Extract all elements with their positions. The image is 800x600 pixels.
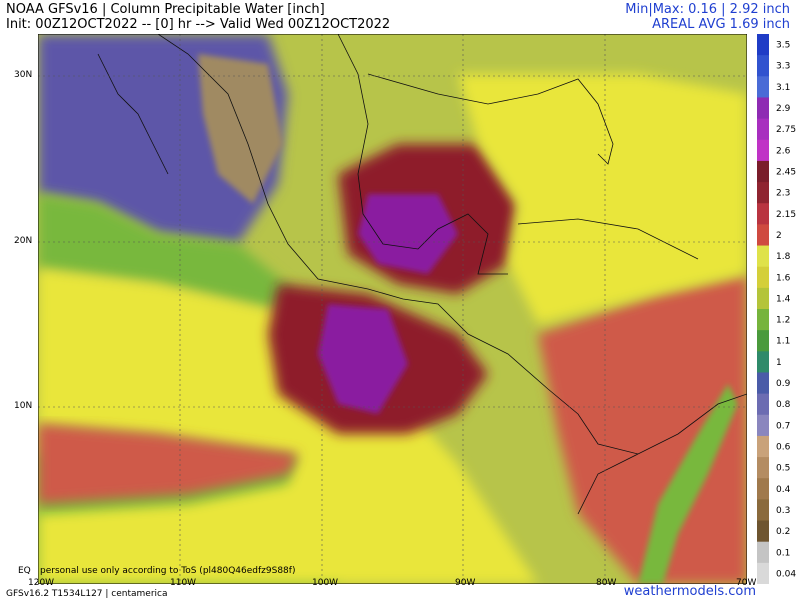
colorbar-swatch xyxy=(757,287,769,310)
lon-label-80w: 80W xyxy=(596,578,617,588)
colorbar-swatch xyxy=(757,203,769,225)
field-vdry xyxy=(198,54,283,204)
lat-label-30n: 30N xyxy=(14,70,33,80)
colorbar-swatch xyxy=(757,139,769,162)
coastlines xyxy=(97,34,747,515)
colorbar-swatch xyxy=(757,499,769,522)
colorbar-swatch xyxy=(757,435,769,458)
colorbar-label: 3.5 xyxy=(776,41,790,51)
colorbar-label: 1.6 xyxy=(776,273,791,283)
colorbar-label: 0.9 xyxy=(776,379,791,389)
colorbar-swatch xyxy=(757,160,769,183)
lon-label-70w: 70W xyxy=(736,578,757,588)
colorbar-label: 2 xyxy=(776,231,782,241)
colorbar-label: 0.5 xyxy=(776,464,790,474)
disclaimer-text: personal use only according to ToS (pl48… xyxy=(40,566,296,576)
field-cyel xyxy=(458,74,747,324)
field-yel xyxy=(38,269,538,584)
colorbar-label: 2.75 xyxy=(776,125,796,135)
colorbar-label: 0.6 xyxy=(776,443,791,453)
colorbar-swatch xyxy=(757,351,769,373)
colorbar-label: 0.7 xyxy=(776,421,790,431)
colorbar-label: 2.6 xyxy=(776,146,791,156)
minmax-text: Min|Max: 0.16 | 2.92 inch xyxy=(625,2,790,17)
colorbar-swatch xyxy=(757,97,769,120)
colorbar-swatch xyxy=(757,330,769,352)
colorbar-label: 0.4 xyxy=(776,485,791,495)
colorbar-swatch xyxy=(757,309,769,331)
lat-label-10n: 10N xyxy=(14,401,33,411)
colorbar-label: 3.1 xyxy=(776,83,790,93)
colorbar-label: 2.3 xyxy=(776,189,790,199)
colorbar-label: 0.2 xyxy=(776,527,790,537)
colorbar-label: 2.9 xyxy=(776,104,791,114)
colorbar-swatch xyxy=(757,182,769,204)
init-valid-line: Init: 00Z12OCT2022 -- [0] hr --> Valid W… xyxy=(6,17,391,32)
colorbar-label: 1.1 xyxy=(776,337,790,347)
colorbar-label: 3.3 xyxy=(776,62,790,72)
colorbar-swatch xyxy=(757,457,769,479)
colorbar-label: 2.45 xyxy=(776,168,796,178)
colorbar-label: 1.4 xyxy=(776,294,791,304)
colorbar-swatch xyxy=(757,372,769,395)
colorbar-swatch xyxy=(757,55,769,77)
colorbar-swatch xyxy=(757,541,769,564)
colorbar-label: 2.15 xyxy=(776,210,796,220)
colorbar-label: 1.2 xyxy=(776,316,790,326)
model-info: GFSv16.2 T1534L127 | centamerica xyxy=(6,589,168,599)
colorbar-swatch xyxy=(757,224,769,247)
colorbar-label: 1.8 xyxy=(776,252,791,262)
colorbar-label: 0.04 xyxy=(776,569,796,579)
colorbar-label: 1 xyxy=(776,358,782,368)
precipitable-water-map xyxy=(38,34,747,584)
lon-label-110w: 110W xyxy=(170,578,197,588)
colorbar-swatch xyxy=(757,34,769,56)
colorbar-swatch xyxy=(757,478,769,500)
colorbar-swatch xyxy=(757,562,769,584)
pw-field xyxy=(38,34,747,584)
lon-label-100w: 100W xyxy=(312,578,339,588)
map-title: NOAA GFSv16 | Column Precipitable Water … xyxy=(6,2,325,17)
colorbar-swatch xyxy=(757,266,769,289)
colorbar-swatch xyxy=(757,76,769,98)
brand-link[interactable]: weathermodels.com xyxy=(623,584,756,599)
graticule xyxy=(38,34,747,584)
colorbar-swatch xyxy=(757,520,769,543)
colorbar-swatch xyxy=(757,414,769,437)
colorbar: 3.5 3.3 3.1 2.9 2.75 2.6 2.45 2.3 2.15 2 1.8 1.6 1.4… xyxy=(757,34,796,584)
field-pur1 xyxy=(358,194,458,274)
areal-avg-text: AREAL AVG 1.69 inch xyxy=(652,17,790,32)
colorbar-label: 0.1 xyxy=(776,548,790,558)
colorbar-swatch xyxy=(757,245,769,268)
colorbar-swatch xyxy=(757,118,769,141)
field-grn xyxy=(38,194,298,309)
lon-label-120w: 120W xyxy=(28,578,55,588)
field-red4 xyxy=(538,274,747,584)
colorbar-label: 0.8 xyxy=(776,400,791,410)
field-andes xyxy=(638,384,738,584)
field-red xyxy=(38,424,298,504)
colorbar-swatch xyxy=(757,393,769,416)
lon-label-90w: 90W xyxy=(455,578,476,588)
lat-label-eq: EQ xyxy=(18,566,31,576)
colorbar-label: 0.3 xyxy=(776,506,790,516)
field-pur2 xyxy=(318,304,408,414)
lat-label-20n: 20N xyxy=(14,236,33,246)
